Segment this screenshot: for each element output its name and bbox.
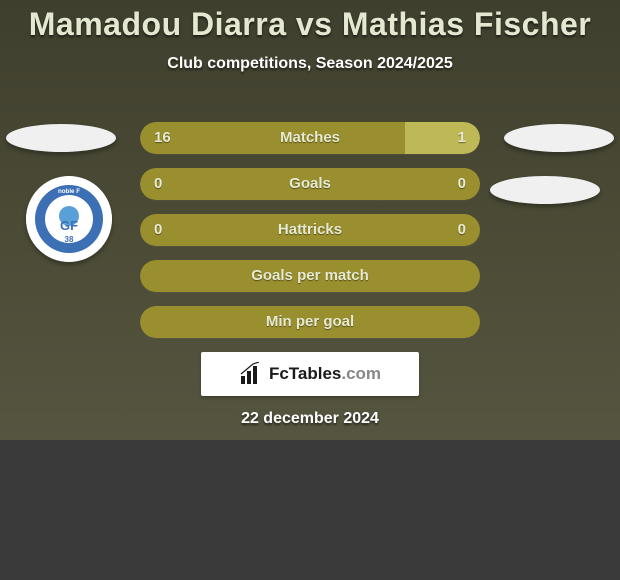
club-badge-icon: GF 38 noble F — [26, 176, 112, 262]
player-left-placeholder — [6, 124, 116, 152]
svg-text:noble F: noble F — [58, 188, 80, 195]
stats-block: 161Matches 00Goals 00Hattricks Goals per ma… — [140, 122, 480, 352]
player-right-placeholder — [504, 124, 614, 152]
source-logo: FcTables.com — [201, 352, 419, 396]
logo-brand: FcTables — [269, 364, 341, 383]
svg-text:38: 38 — [65, 235, 74, 244]
bars-icon — [239, 362, 263, 386]
stat-bar: 00Goals — [140, 168, 480, 200]
logo-text: FcTables.com — [269, 364, 381, 384]
page-title: Mamadou Diarra vs Mathias Fischer — [0, 0, 620, 43]
stat-label: Matches — [140, 122, 480, 154]
comparison-panel: Mamadou Diarra vs Mathias Fischer Club c… — [0, 0, 620, 440]
empty-area — [0, 440, 620, 580]
stat-bar: Goals per match — [140, 260, 480, 292]
stat-bar: Min per goal — [140, 306, 480, 338]
subtitle: Club competitions, Season 2024/2025 — [0, 55, 620, 73]
stat-label: Min per goal — [140, 306, 480, 338]
stat-bar: 00Hattricks — [140, 214, 480, 246]
stat-bar: 161Matches — [140, 122, 480, 154]
stat-label: Hattricks — [140, 214, 480, 246]
stat-label: Goals — [140, 168, 480, 200]
svg-text:GF: GF — [60, 218, 78, 233]
date-label: 22 december 2024 — [0, 410, 620, 428]
logo-suffix: .com — [341, 364, 381, 383]
club-left-badge: GF 38 noble F — [26, 176, 112, 262]
stat-label: Goals per match — [140, 260, 480, 292]
club-right-placeholder — [490, 176, 600, 204]
